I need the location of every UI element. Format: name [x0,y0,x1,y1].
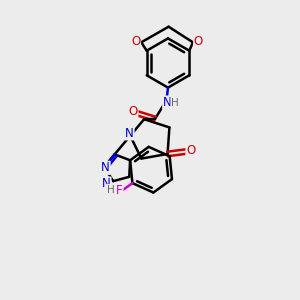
Text: F: F [116,184,123,196]
Text: H: H [171,98,179,108]
Text: N: N [125,127,134,140]
Text: N: N [102,177,111,190]
Text: O: O [186,145,195,158]
Text: N: N [101,161,110,174]
Text: O: O [194,35,203,48]
Text: H: H [107,184,115,194]
Text: N: N [163,96,172,109]
Text: O: O [129,105,138,119]
Text: O: O [131,35,140,48]
